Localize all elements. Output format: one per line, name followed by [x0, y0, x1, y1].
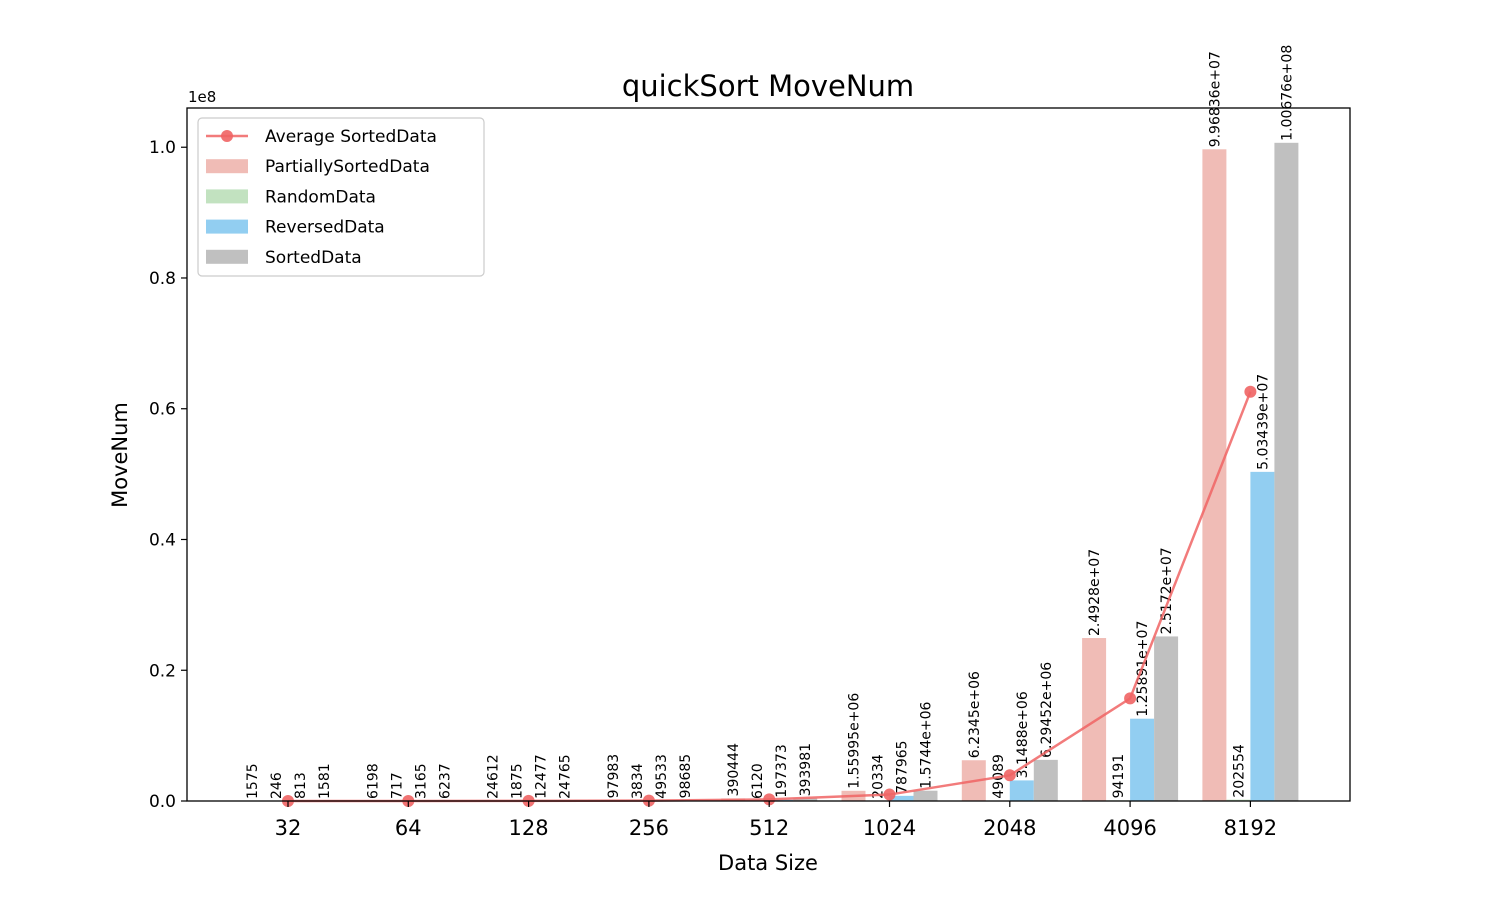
bars-layer	[240, 142, 1299, 802]
bar-ReversedData-8192	[1250, 471, 1275, 801]
bar-SortedData-2048	[1033, 759, 1058, 801]
legend-label: Average SortedData	[265, 127, 437, 147]
bar-value-label: 813	[293, 772, 309, 799]
bar-value-label: 24765	[558, 754, 574, 799]
bar-SortedData-8192	[1274, 142, 1299, 801]
bar-value-label: 246	[269, 772, 285, 799]
y-tick-label: 0.6	[149, 400, 176, 420]
bar-RandomData-8192	[1226, 799, 1251, 801]
y-axis-label: MoveNum	[108, 402, 132, 508]
bar-value-label: 717	[389, 772, 405, 799]
x-tick-label: 1024	[863, 816, 916, 840]
average-point-8192	[1244, 385, 1257, 398]
bar-value-label: 390444	[726, 743, 742, 797]
bar-value-label: 787965	[895, 740, 911, 793]
bar-SortedData-1024	[913, 790, 938, 801]
bar-value-label: 97983	[606, 754, 622, 799]
x-tick-label: 8192	[1224, 816, 1277, 840]
bar-value-label: 94191	[1111, 754, 1127, 799]
chart-title: quickSort MoveNum	[622, 69, 914, 103]
average-point-1024	[883, 788, 896, 801]
y-tick-label: 1.0	[149, 138, 176, 158]
bar-value-label: 98685	[678, 754, 694, 799]
legend-box	[197, 117, 485, 277]
average-point-512	[763, 793, 776, 806]
bar-ReversedData-4096	[1130, 718, 1155, 801]
legend-swatch-RandomData	[206, 189, 248, 204]
bar-value-label: 393981	[798, 743, 814, 796]
legend-label: SortedData	[265, 248, 362, 268]
bar-ReversedData-2048	[1009, 780, 1034, 801]
bar-value-label: 197373	[774, 744, 790, 797]
bar-value-label: 6.29452e+06	[1039, 662, 1055, 758]
bar-ReversedData-1024	[889, 795, 914, 801]
average-point-2048	[1003, 769, 1016, 782]
bar-SortedData-512	[793, 798, 818, 801]
bar-value-label: 1.00676e+08	[1279, 45, 1295, 141]
bar-PartiallySortedData-8192	[1202, 149, 1227, 802]
bar-SortedData-4096	[1154, 636, 1179, 801]
bar-value-label: 9.96836e+07	[1207, 51, 1223, 147]
bar-value-label: 1875	[510, 763, 526, 799]
plot-frame	[186, 107, 1351, 802]
bar-value-label: 3834	[630, 763, 646, 799]
x-tick-label: 128	[509, 816, 549, 840]
bar-value-label: 12477	[534, 754, 550, 799]
x-axis-label: Data Size	[718, 851, 818, 875]
legend-label: PartiallySortedData	[265, 157, 430, 177]
bar-value-label: 3.1488e+06	[1015, 691, 1031, 778]
y-axis-scale-label: 1e8	[188, 88, 216, 106]
legend-label: ReversedData	[265, 218, 385, 238]
bar-value-label: 5.03439e+07	[1255, 374, 1271, 470]
bar-value-label: 2.4928e+07	[1087, 549, 1103, 636]
bar-value-label: 6237	[437, 763, 453, 799]
bar-value-label: 6120	[750, 763, 766, 799]
bar-value-label: 202554	[1231, 744, 1247, 798]
legend-swatch-ReversedData	[206, 219, 248, 234]
legend-swatch-PartiallySortedData	[206, 159, 248, 174]
bar-value-label: 20334	[871, 754, 887, 799]
bar-value-label: 49533	[654, 754, 670, 799]
bar-value-label: 1.5744e+06	[919, 701, 935, 788]
bar-value-label: 1575	[245, 763, 261, 799]
x-tick-label: 4096	[1103, 816, 1156, 840]
bar-value-label: 6.2345e+06	[967, 671, 983, 758]
bar-value-label: 24612	[486, 754, 502, 799]
bar-value-label: 6198	[365, 763, 381, 799]
y-tick-label: 0.8	[149, 269, 176, 289]
legend-line-marker	[221, 130, 233, 142]
legend: Average SortedData PartiallySortedData Ran…	[197, 117, 485, 277]
x-tick-label: 64	[395, 816, 422, 840]
y-tick-label: 0.0	[149, 792, 176, 812]
axes-layer: 0.0 0.2 0.4 0.6 0.8 1.0 32 64 128 256 512 1024 2048 4…	[149, 107, 1351, 840]
y-tick-label: 0.2	[149, 661, 176, 681]
x-tick-label: 2048	[983, 816, 1036, 840]
x-tick-label: 256	[629, 816, 669, 840]
average-point-4096	[1124, 692, 1137, 705]
bar-value-label: 1.55995e+06	[847, 693, 863, 789]
legend-label: RandomData	[265, 187, 376, 207]
bar-PartiallySortedData-4096	[1082, 638, 1107, 801]
x-tick-label: 512	[749, 816, 789, 840]
bar-value-label: 1581	[317, 763, 333, 799]
bar-value-label: 3165	[413, 763, 429, 799]
x-tick-label: 32	[275, 816, 302, 840]
legend-swatch-SortedData	[206, 249, 248, 264]
y-tick-label: 0.4	[149, 530, 176, 550]
